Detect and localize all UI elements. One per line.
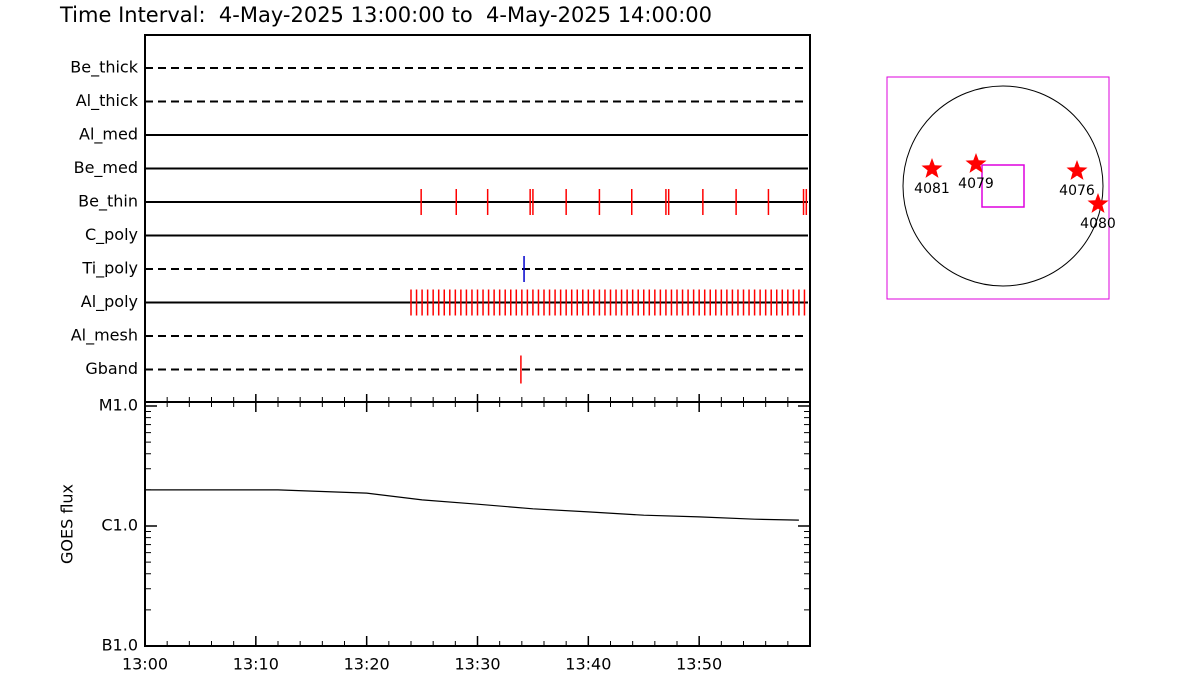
x-tick-label: 13:20 [344, 655, 390, 674]
map-frame [886, 76, 1110, 300]
region-label: 4080 [1080, 216, 1116, 232]
region-star [1087, 193, 1109, 213]
row-label: Be_thick [70, 58, 138, 78]
row-label: Ti_poly [81, 259, 138, 279]
row-label: Al_thick [76, 91, 139, 111]
row-label: C_poly [85, 225, 138, 245]
x-tick-label: 13:30 [454, 655, 500, 674]
row-label: Gband [85, 359, 138, 378]
x-tick-label: 13:50 [676, 655, 722, 674]
region-label: 4076 [1059, 183, 1095, 199]
row-label: Al_mesh [71, 326, 138, 346]
goes-line [145, 489, 799, 521]
x-tick-label: 13:00 [122, 655, 168, 674]
region-label: 4081 [914, 181, 950, 197]
row-label: Al_med [79, 125, 138, 145]
region-star [1066, 160, 1088, 180]
row-label: Al_poly [81, 292, 138, 312]
y-tick-label: B1.0 [102, 636, 138, 655]
y-tick-label: C1.0 [101, 516, 138, 535]
sun-map [886, 76, 1110, 300]
x-tick-label: 13:40 [565, 655, 611, 674]
y-axis-label: GOES flux [58, 484, 77, 564]
chart-title: Time Interval: 4-May-2025 13:00:00 to 4-… [59, 3, 712, 27]
row-label: Be_thin [78, 192, 138, 212]
region-star [965, 153, 987, 173]
goes-frame [144, 401, 811, 647]
region-star [921, 158, 943, 178]
x-tick-label: 13:10 [233, 655, 279, 674]
row-label: Be_med [74, 158, 138, 178]
region-label: 4079 [958, 176, 994, 192]
solar-disk [902, 85, 1104, 287]
y-tick-label: M1.0 [99, 396, 138, 415]
fov-box [981, 164, 1025, 208]
timeline-frame [144, 34, 811, 403]
